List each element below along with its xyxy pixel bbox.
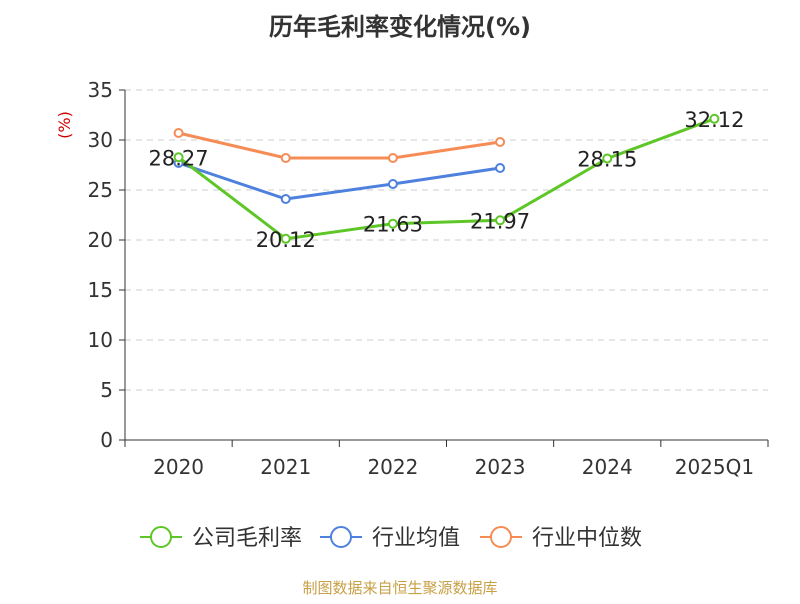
data-point <box>387 153 398 163</box>
y-tick-label: 10 <box>88 328 113 352</box>
data-label: 32.12 <box>684 108 744 132</box>
chart-title: 历年毛利率变化情况(%) <box>269 13 531 41</box>
data-point <box>173 152 184 163</box>
x-tick-label: 2025Q1 <box>675 455 754 479</box>
y-tick-label: 0 <box>100 428 113 452</box>
legend-marker <box>150 526 172 548</box>
y-tick-label: 25 <box>88 178 113 202</box>
x-tick-label: 2020 <box>153 455 204 479</box>
y-tick-label: 30 <box>88 128 113 152</box>
legend-marker <box>330 526 352 548</box>
data-label: 21.63 <box>363 213 423 237</box>
data-point <box>280 153 291 163</box>
x-tick-label: 2024 <box>582 455 633 479</box>
y-tick-label: 5 <box>100 378 113 402</box>
legend-label: 公司毛利率 <box>192 526 302 551</box>
data-point <box>387 179 398 189</box>
data-point <box>602 153 613 164</box>
y-tick-label: 35 <box>88 78 113 102</box>
x-tick-label: 2022 <box>367 455 418 479</box>
legend: 公司毛利率 行业均值 行业中位数 <box>140 526 642 551</box>
series-lines <box>173 113 720 244</box>
data-label: 28.27 <box>149 146 209 170</box>
data-labels: 28.27 20.12 21.63 21.97 28.15 32.12 <box>149 108 745 252</box>
y-tick-label: 15 <box>88 278 113 302</box>
series-line <box>178 131 501 160</box>
legend-label: 行业均值 <box>372 526 460 551</box>
data-point <box>280 233 291 244</box>
y-axis-label: (%) <box>55 111 74 139</box>
x-tick-label: 2021 <box>260 455 311 479</box>
series-line <box>177 117 715 241</box>
data-point <box>495 137 506 147</box>
grid-lines <box>125 89 768 391</box>
data-label: 21.97 <box>470 209 530 233</box>
data-point <box>495 163 506 173</box>
data-label: 28.15 <box>577 148 637 172</box>
series-line <box>178 161 501 201</box>
x-tick-label: 2023 <box>475 455 526 479</box>
data-point <box>387 218 398 229</box>
axes: 0 5 10 15 20 25 30 35 2020 2021 2022 2023 2024 2025Q1 <box>88 78 769 479</box>
y-tick-label: 20 <box>88 228 113 252</box>
source-note: 制图数据来自恒生聚源数据库 <box>302 579 497 597</box>
legend-marker <box>490 526 512 548</box>
data-point <box>280 194 291 204</box>
legend-label: 行业中位数 <box>532 526 642 551</box>
data-point <box>709 113 720 124</box>
data-point <box>173 128 184 138</box>
data-label: 20.12 <box>256 228 316 252</box>
data-point <box>495 215 506 226</box>
